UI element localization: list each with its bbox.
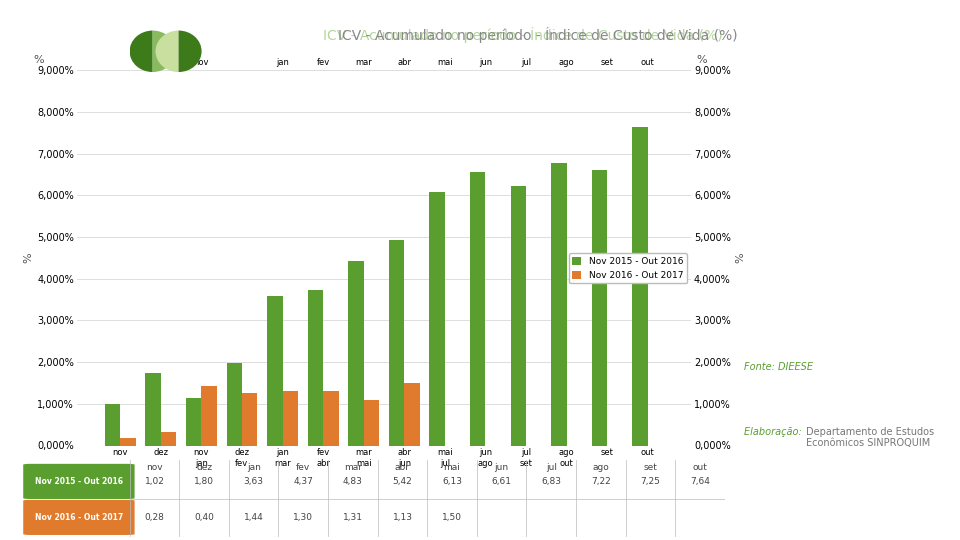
- Bar: [202, 386, 217, 445]
- Text: ICV - Acumulado no período - Índice de Custo de Vida (%): ICV - Acumulado no período - Índice de C…: [324, 27, 723, 43]
- Text: 0,40: 0,40: [194, 513, 214, 522]
- Text: set: set: [643, 463, 658, 471]
- Bar: [633, 127, 648, 445]
- Text: 6,61: 6,61: [492, 477, 512, 486]
- Bar: [591, 170, 608, 446]
- Text: 7,25: 7,25: [640, 477, 660, 486]
- Bar: [551, 163, 566, 446]
- Text: 1,13: 1,13: [393, 513, 413, 522]
- Text: 5,42: 5,42: [393, 477, 413, 486]
- Text: 3,63: 3,63: [244, 477, 264, 486]
- Text: %: %: [34, 55, 44, 65]
- Bar: [282, 392, 298, 446]
- Bar: [145, 373, 160, 446]
- Text: 7,64: 7,64: [690, 477, 710, 486]
- Wedge shape: [130, 31, 153, 72]
- Text: ICV - Acumulado no período - Índice de Custo de Vida (%): ICV - Acumulado no período - Índice de C…: [338, 27, 737, 43]
- Text: mai: mai: [444, 463, 461, 471]
- Text: Nov 2016 - Out 2017: Nov 2016 - Out 2017: [36, 513, 124, 522]
- Text: out: out: [692, 463, 708, 471]
- Bar: [242, 393, 257, 446]
- Text: 7,22: 7,22: [591, 477, 611, 486]
- Y-axis label: %: %: [735, 253, 745, 263]
- Bar: [267, 296, 282, 446]
- Y-axis label: %: %: [23, 253, 33, 263]
- Text: dez: dez: [196, 463, 212, 471]
- Text: jun: jun: [494, 463, 509, 471]
- Bar: [404, 383, 420, 445]
- Text: 6,83: 6,83: [541, 477, 562, 486]
- Bar: [364, 400, 379, 446]
- Bar: [227, 363, 242, 445]
- Bar: [429, 192, 444, 446]
- Text: 1,30: 1,30: [294, 513, 313, 522]
- Bar: [160, 432, 177, 445]
- Bar: [348, 261, 364, 446]
- Wedge shape: [179, 31, 202, 72]
- Text: Nov 2015 - Out 2016: Nov 2015 - Out 2016: [36, 477, 123, 486]
- Wedge shape: [156, 31, 179, 72]
- Text: 4,83: 4,83: [343, 477, 363, 486]
- Text: 1,44: 1,44: [244, 513, 264, 522]
- Text: 1,02: 1,02: [145, 477, 164, 486]
- Text: 6,13: 6,13: [442, 477, 462, 486]
- Text: 0,28: 0,28: [145, 513, 164, 522]
- FancyBboxPatch shape: [23, 464, 134, 499]
- Text: Elaboração:: Elaboração:: [744, 427, 804, 437]
- Text: jul: jul: [545, 463, 557, 471]
- Bar: [308, 291, 324, 446]
- Bar: [120, 438, 135, 446]
- Text: 1,80: 1,80: [194, 477, 214, 486]
- Text: jan: jan: [247, 463, 260, 471]
- Text: ago: ago: [592, 463, 610, 471]
- Bar: [470, 172, 486, 446]
- Text: 4,37: 4,37: [294, 477, 313, 486]
- Text: fev: fev: [296, 463, 310, 471]
- Legend: Nov 2015 - Out 2016, Nov 2016 - Out 2017: Nov 2015 - Out 2016, Nov 2016 - Out 2017: [568, 253, 686, 284]
- Bar: [324, 392, 339, 446]
- Text: %: %: [696, 55, 707, 65]
- Wedge shape: [153, 31, 176, 72]
- Bar: [105, 404, 120, 446]
- Text: 1,50: 1,50: [442, 513, 462, 522]
- Text: 1,31: 1,31: [343, 513, 363, 522]
- Bar: [511, 186, 526, 446]
- Text: nov: nov: [146, 463, 163, 471]
- Bar: [389, 240, 404, 446]
- Bar: [186, 397, 202, 446]
- FancyBboxPatch shape: [23, 500, 134, 535]
- Text: Departamento de Estudos
Econômicos SINPROQUIM: Departamento de Estudos Econômicos SINPR…: [806, 427, 934, 448]
- Text: abr: abr: [395, 463, 410, 471]
- Text: Fonte: DIEESE: Fonte: DIEESE: [744, 362, 813, 372]
- Text: mar: mar: [344, 463, 362, 471]
